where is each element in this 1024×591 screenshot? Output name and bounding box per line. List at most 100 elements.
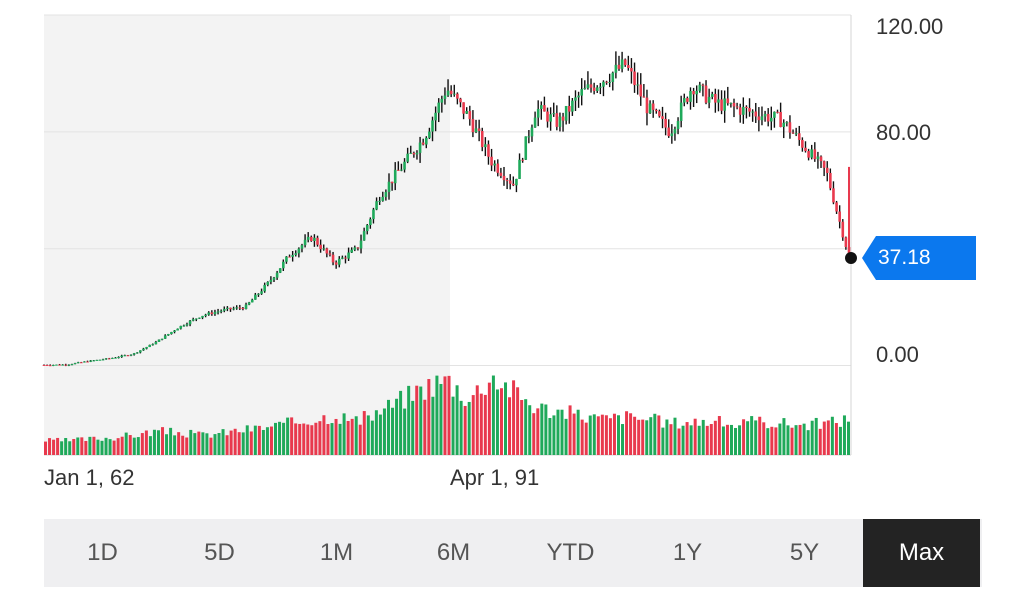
volume-bar — [528, 405, 532, 455]
candle-body — [791, 132, 795, 134]
candle-body — [763, 113, 767, 117]
volume-bar — [350, 418, 354, 455]
candle-body — [387, 181, 391, 193]
candle-body — [400, 169, 403, 171]
candle-body — [633, 71, 636, 86]
candle-body — [493, 163, 496, 166]
candle-body — [474, 128, 478, 133]
volume-bar — [298, 423, 302, 455]
volume-bar — [108, 439, 112, 455]
candle-body — [695, 90, 699, 95]
candle-body — [801, 139, 804, 148]
candle-body — [151, 344, 155, 346]
range-button-ytd[interactable]: YTD — [546, 539, 595, 566]
y-tick-label: 0.00 — [876, 342, 919, 367]
volume-bar — [314, 422, 318, 455]
volume-bar — [382, 408, 386, 455]
candle-body — [114, 357, 117, 359]
candle-body — [508, 180, 512, 184]
volume-bar — [56, 437, 60, 455]
volume-bar — [152, 429, 156, 455]
candle-body — [409, 152, 413, 154]
volume-bar — [76, 437, 80, 455]
volume-bar — [778, 423, 782, 455]
volume-bar — [302, 423, 306, 455]
candle-body — [717, 99, 720, 103]
candle-body — [452, 93, 456, 95]
candle-body — [704, 85, 708, 103]
candle-body — [126, 355, 130, 357]
candle-body — [272, 277, 276, 280]
candle-body — [810, 149, 814, 158]
candle-body — [552, 113, 556, 115]
candle-body — [676, 120, 680, 130]
candle-body — [73, 363, 77, 365]
candle-body — [434, 112, 437, 121]
candle-body — [406, 153, 409, 162]
volume-bar — [742, 419, 746, 455]
volume-bar — [161, 427, 165, 455]
candle-body — [524, 136, 528, 160]
candle-body — [415, 152, 419, 155]
candle-body — [586, 84, 590, 89]
candle-body — [543, 105, 546, 112]
candle-body — [512, 183, 515, 186]
candle-body — [244, 304, 248, 309]
candle-body — [714, 93, 717, 103]
volume-bar — [495, 389, 499, 455]
range-button-5d[interactable]: 5D — [204, 539, 235, 566]
candle-body — [571, 100, 574, 112]
volume-bar — [709, 424, 713, 455]
volume-bar — [774, 427, 778, 455]
candle-body — [502, 175, 506, 181]
volume-bar — [524, 399, 528, 455]
volume-bar — [265, 427, 269, 455]
candle-body — [104, 358, 108, 360]
candle-body — [592, 87, 596, 91]
volume-bar — [72, 438, 76, 455]
range-button-5y[interactable]: 5Y — [789, 539, 820, 566]
volume-bar — [657, 415, 661, 455]
volume-bar — [411, 400, 415, 455]
candle-body — [107, 358, 111, 360]
candle-body — [788, 122, 792, 133]
volume-bar — [399, 390, 403, 455]
candle-body — [188, 320, 192, 325]
candle-body — [257, 293, 260, 295]
volume-bar — [564, 418, 568, 455]
candle-body — [235, 307, 239, 309]
volume-bar — [750, 416, 754, 455]
candle-body — [89, 360, 92, 362]
volume-bar — [790, 427, 794, 455]
volume-bar — [826, 420, 830, 455]
candle-body — [742, 106, 745, 115]
range-button-1m[interactable]: 1M — [319, 539, 354, 566]
candle-body — [487, 144, 490, 157]
candle-body — [145, 347, 148, 349]
candle-body — [226, 307, 229, 309]
candle-body — [428, 131, 431, 138]
candle-body — [421, 142, 425, 145]
volume-bar — [592, 414, 596, 455]
volume-bar — [580, 419, 584, 455]
range-button-1y[interactable]: 1Y — [672, 539, 703, 566]
candle-body — [627, 65, 630, 68]
range-button-max[interactable]: Max — [863, 519, 980, 587]
volume-bar — [374, 410, 378, 455]
volume-bar — [52, 439, 56, 455]
candle-body — [636, 84, 639, 86]
candle-body — [254, 294, 257, 300]
candle-body — [123, 355, 127, 357]
volume-bar — [806, 430, 810, 455]
volume-bar — [431, 396, 435, 455]
volume-bar — [491, 375, 495, 455]
candle-body — [549, 114, 552, 122]
candle-body — [838, 211, 841, 222]
candle-body — [341, 257, 344, 259]
range-button-6m[interactable]: 6M — [436, 539, 471, 566]
range-button-1d[interactable]: 1D — [87, 539, 118, 566]
candle-body — [250, 299, 254, 303]
candle-body — [79, 362, 83, 364]
candle-body — [561, 116, 565, 121]
